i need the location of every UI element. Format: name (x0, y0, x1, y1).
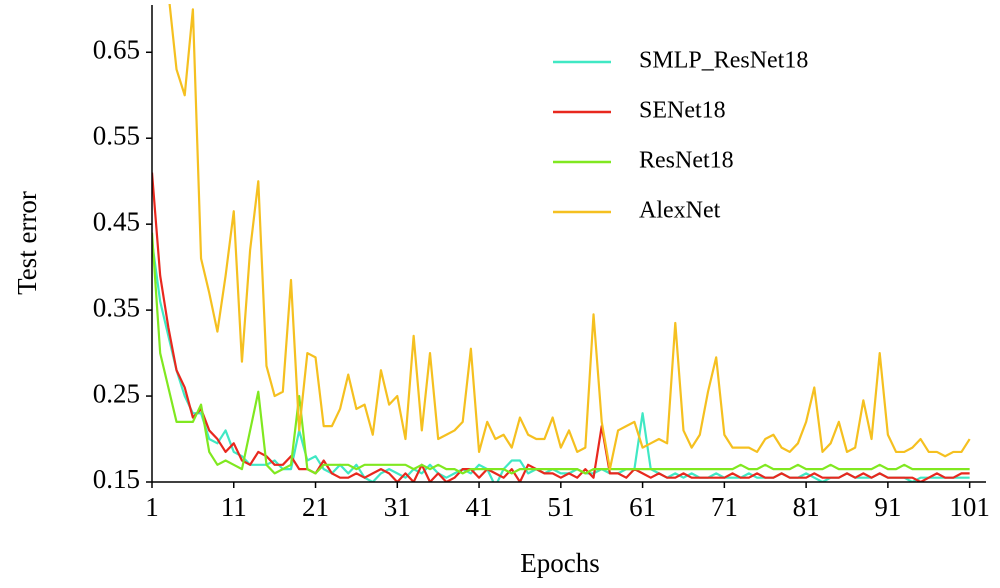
x-tick-label: 41 (466, 492, 493, 522)
x-tick-label: 21 (302, 492, 329, 522)
x-tick-label: 91 (874, 492, 901, 522)
legend-label: AlexNet (639, 198, 721, 224)
x-tick-label: 31 (384, 492, 411, 522)
y-tick-label: 0.55 (93, 120, 140, 150)
x-tick-label: 71 (711, 492, 738, 522)
x-tick-label: 81 (793, 492, 820, 522)
y-tick-label: 0.35 (93, 292, 140, 322)
x-tick-label: 51 (547, 492, 574, 522)
series-line (152, 172, 970, 482)
x-tick-label: 61 (629, 492, 656, 522)
x-tick-label: 101 (949, 492, 990, 522)
legend-label: ResNet18 (639, 148, 734, 174)
y-tick-label: 0.65 (93, 34, 140, 64)
series-line (168, 4, 971, 471)
x-axis-label: Epochs (520, 548, 599, 578)
y-tick-label: 0.25 (93, 378, 140, 408)
series-line (152, 232, 970, 475)
legend-label: SENet18 (639, 98, 726, 124)
y-tick-label: 0.15 (93, 464, 140, 494)
y-axis-label: Test error (12, 191, 42, 295)
legend-label: SMLP_ResNet18 (639, 48, 808, 74)
x-tick-label: 11 (221, 492, 247, 522)
x-tick-label: 1 (145, 492, 159, 522)
plot-area (152, 4, 971, 482)
y-tick-label: 0.45 (93, 206, 140, 236)
